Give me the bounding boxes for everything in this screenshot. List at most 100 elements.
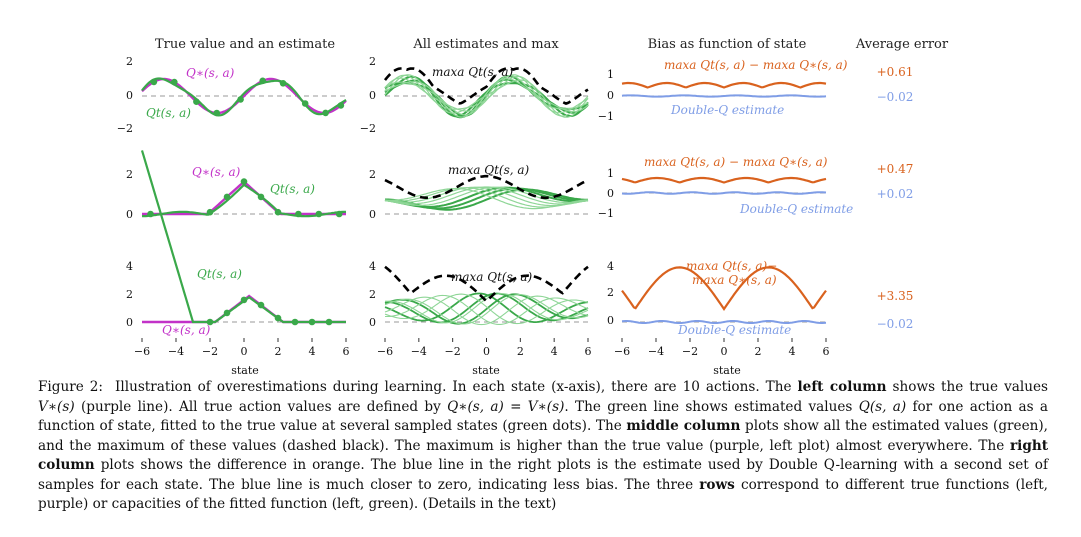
curve: [140, 150, 346, 324]
curve: [142, 179, 346, 216]
sample-dot: [322, 109, 329, 117]
column-title-left: True value and an estimate: [155, 37, 335, 52]
caption-text: plots shows the difference in orange. Th…: [38, 457, 1048, 493]
sample-dot: [315, 210, 323, 218]
sample-dot: [240, 296, 248, 304]
sample-dot: [335, 210, 343, 218]
xtick-label: −2: [682, 345, 698, 358]
label-diff: maxa Qt(s, a)−: [686, 259, 777, 273]
curve: [384, 293, 589, 324]
xtick-label: −4: [648, 345, 664, 358]
label-true-value: Q∗(s, a): [162, 323, 211, 337]
caption-text: plots show all the estimated values (gre…: [38, 418, 1048, 454]
caption-math: Q∗(s, a) = V∗(s): [447, 398, 565, 415]
xtick-label: 2: [275, 345, 282, 358]
curve: [621, 191, 827, 195]
column-title-middle: All estimates and max: [412, 37, 559, 52]
caption-bold: middle column: [626, 418, 741, 434]
ytick: −2: [117, 122, 133, 135]
curve: [384, 293, 589, 325]
ytick: 2: [126, 55, 133, 68]
xtick-label: 4: [551, 345, 558, 358]
curve: [384, 75, 589, 116]
label-max: maxa Qt(s, a): [432, 65, 514, 79]
xtick-label: 6: [823, 345, 830, 358]
caption-math: V∗(s): [38, 398, 75, 415]
sample-dot: [257, 301, 265, 309]
xlabel-right: state: [713, 364, 741, 377]
label-double-q: Double-Q estimate: [739, 202, 853, 216]
error-orange: +3.35: [877, 289, 914, 303]
curve: [384, 188, 589, 210]
label-estimate: Qt(s, a): [197, 267, 242, 281]
ytick: 0: [607, 187, 614, 200]
label-true-value: Q∗(s, a): [186, 66, 235, 80]
curve: [384, 75, 589, 118]
ytick: 2: [126, 288, 133, 301]
ytick: 0: [369, 208, 376, 221]
sample-dot: [301, 100, 309, 107]
ytick: 2: [126, 168, 133, 181]
xlabel-middle: state: [472, 364, 500, 377]
xtick-label: −6: [614, 345, 630, 358]
curve: [384, 74, 589, 114]
label-diff: maxa Q∗(s, a): [692, 273, 777, 287]
sample-dot: [206, 318, 214, 326]
sample-dot: [223, 193, 231, 201]
curve: [384, 294, 589, 325]
column-title-right: Bias as function of state: [648, 37, 807, 52]
label-diff: maxa Qt(s, a) − maxa Q∗(s, a): [644, 155, 828, 169]
curve: [383, 67, 589, 106]
xtick-label: −4: [168, 345, 184, 358]
curve: [141, 77, 347, 117]
error-blue: +0.02: [877, 187, 914, 201]
xtick-label: −4: [411, 345, 427, 358]
sample-dot: [213, 109, 221, 117]
label-estimate: Qt(s, a): [270, 182, 315, 196]
curve: [621, 176, 827, 184]
curve: [621, 266, 827, 311]
curve: [384, 78, 589, 118]
xtick-label: 4: [789, 345, 796, 358]
ytick: 0: [126, 208, 133, 221]
sample-dot: [206, 208, 214, 216]
error-blue: −0.02: [877, 90, 914, 104]
ytick: 4: [126, 260, 133, 273]
xlabel-left: state: [231, 364, 259, 377]
caption-bold: right column: [38, 437, 1048, 474]
label-max: maxa Qt(s, a): [451, 270, 533, 284]
label-diff: maxa Qt(s, a) − maxa Q∗(s, a): [664, 58, 848, 72]
sample-dot: [274, 314, 282, 322]
figure-panels: True value and an estimate All estimates…: [117, 37, 949, 377]
curve: [384, 174, 589, 200]
caption-text: for one action as a function of state, f…: [38, 398, 1048, 435]
curve: [384, 292, 589, 323]
sample-dot: [147, 210, 154, 218]
sample-dot: [291, 318, 299, 326]
sample-dot: [259, 77, 267, 85]
xtick-label: 6: [343, 345, 350, 358]
sample-dot: [279, 80, 287, 87]
curve: [385, 294, 589, 325]
label-true-value: Q∗(s, a): [192, 165, 241, 179]
xtick-label: 0: [721, 345, 728, 358]
curve: [384, 265, 589, 303]
caption-text: (purple line). All true action values ar…: [74, 398, 448, 415]
caption-bold: left column: [797, 379, 887, 395]
xtick-label: 2: [755, 345, 762, 358]
sample-dot: [274, 208, 282, 216]
figure-caption: Figure 2: Illustration of overestimation…: [38, 378, 1048, 515]
ytick: 4: [607, 260, 614, 273]
ytick: 0: [607, 314, 614, 327]
sample-dot: [193, 98, 200, 105]
sample-dot: [223, 309, 231, 317]
sample-dot: [150, 78, 158, 86]
curve: [384, 295, 589, 326]
xtick-label: 2: [517, 345, 524, 358]
error-orange: +0.61: [877, 65, 914, 79]
curve: [621, 94, 827, 98]
ytick: 1: [607, 68, 614, 81]
ytick: 1: [607, 167, 614, 180]
xtick-label: 6: [585, 345, 592, 358]
caption-text: Illustration of overestimations during l…: [115, 379, 798, 395]
